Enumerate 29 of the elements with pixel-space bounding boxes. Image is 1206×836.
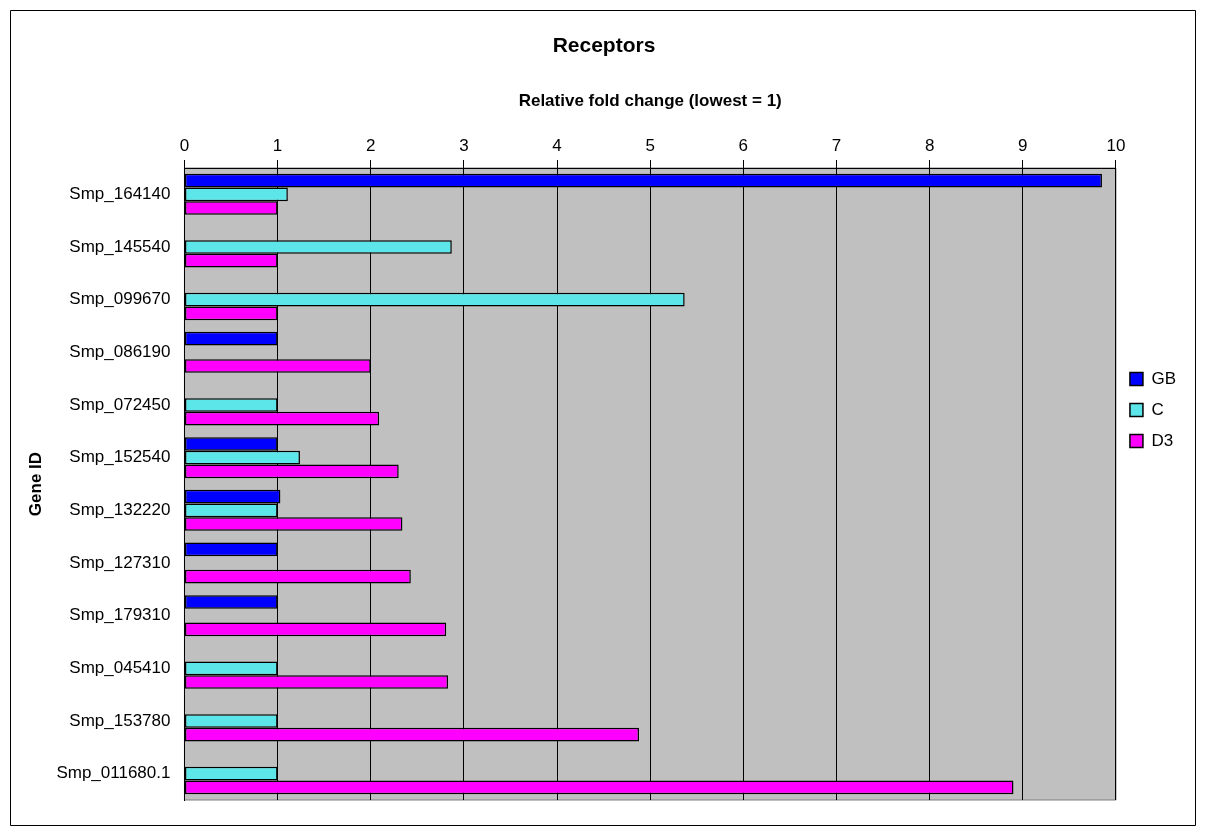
- y-tick-label: Smp_145540: [69, 236, 171, 256]
- x-tick-label: 5: [645, 136, 655, 156]
- x-tick-label: 1: [272, 136, 283, 156]
- y-tick-label: Smp_152540: [69, 447, 171, 467]
- y-tick-label: Smp_086190: [69, 342, 171, 362]
- y-tick-label: Smp_072450: [69, 394, 171, 414]
- chart-title: Receptors: [552, 33, 656, 57]
- x-tick-label: 10: [1106, 136, 1126, 156]
- y-tick-label: Smp_132220: [69, 500, 171, 520]
- y-axis-title: Gene ID: [25, 451, 45, 517]
- y-tick-label: Smp_127310: [69, 552, 171, 572]
- y-tick-label: Smp_164140: [69, 184, 171, 204]
- legend-label: C: [1151, 399, 1164, 419]
- y-tick-label: Smp_153780: [69, 710, 171, 730]
- x-axis-title: Relative fold change (lowest = 1): [518, 91, 782, 111]
- x-tick-label: 9: [1018, 136, 1028, 156]
- x-tick-label: 8: [924, 136, 935, 156]
- x-tick-label: 2: [366, 136, 376, 156]
- y-tick-label: Smp_099670: [69, 289, 171, 309]
- x-tick-label: 4: [552, 136, 562, 156]
- x-tick-label: 0: [179, 136, 190, 156]
- x-tick-label: 6: [738, 136, 749, 156]
- x-tick-label: 3: [459, 136, 469, 156]
- legend-label: D3: [1151, 430, 1174, 450]
- y-tick-label: Smp_011680.1: [56, 763, 171, 783]
- y-tick-label: Smp_179310: [69, 605, 171, 625]
- legend-label: GB: [1151, 368, 1176, 388]
- y-tick-label: Smp_045410: [69, 658, 171, 678]
- x-tick-label: 7: [831, 136, 842, 156]
